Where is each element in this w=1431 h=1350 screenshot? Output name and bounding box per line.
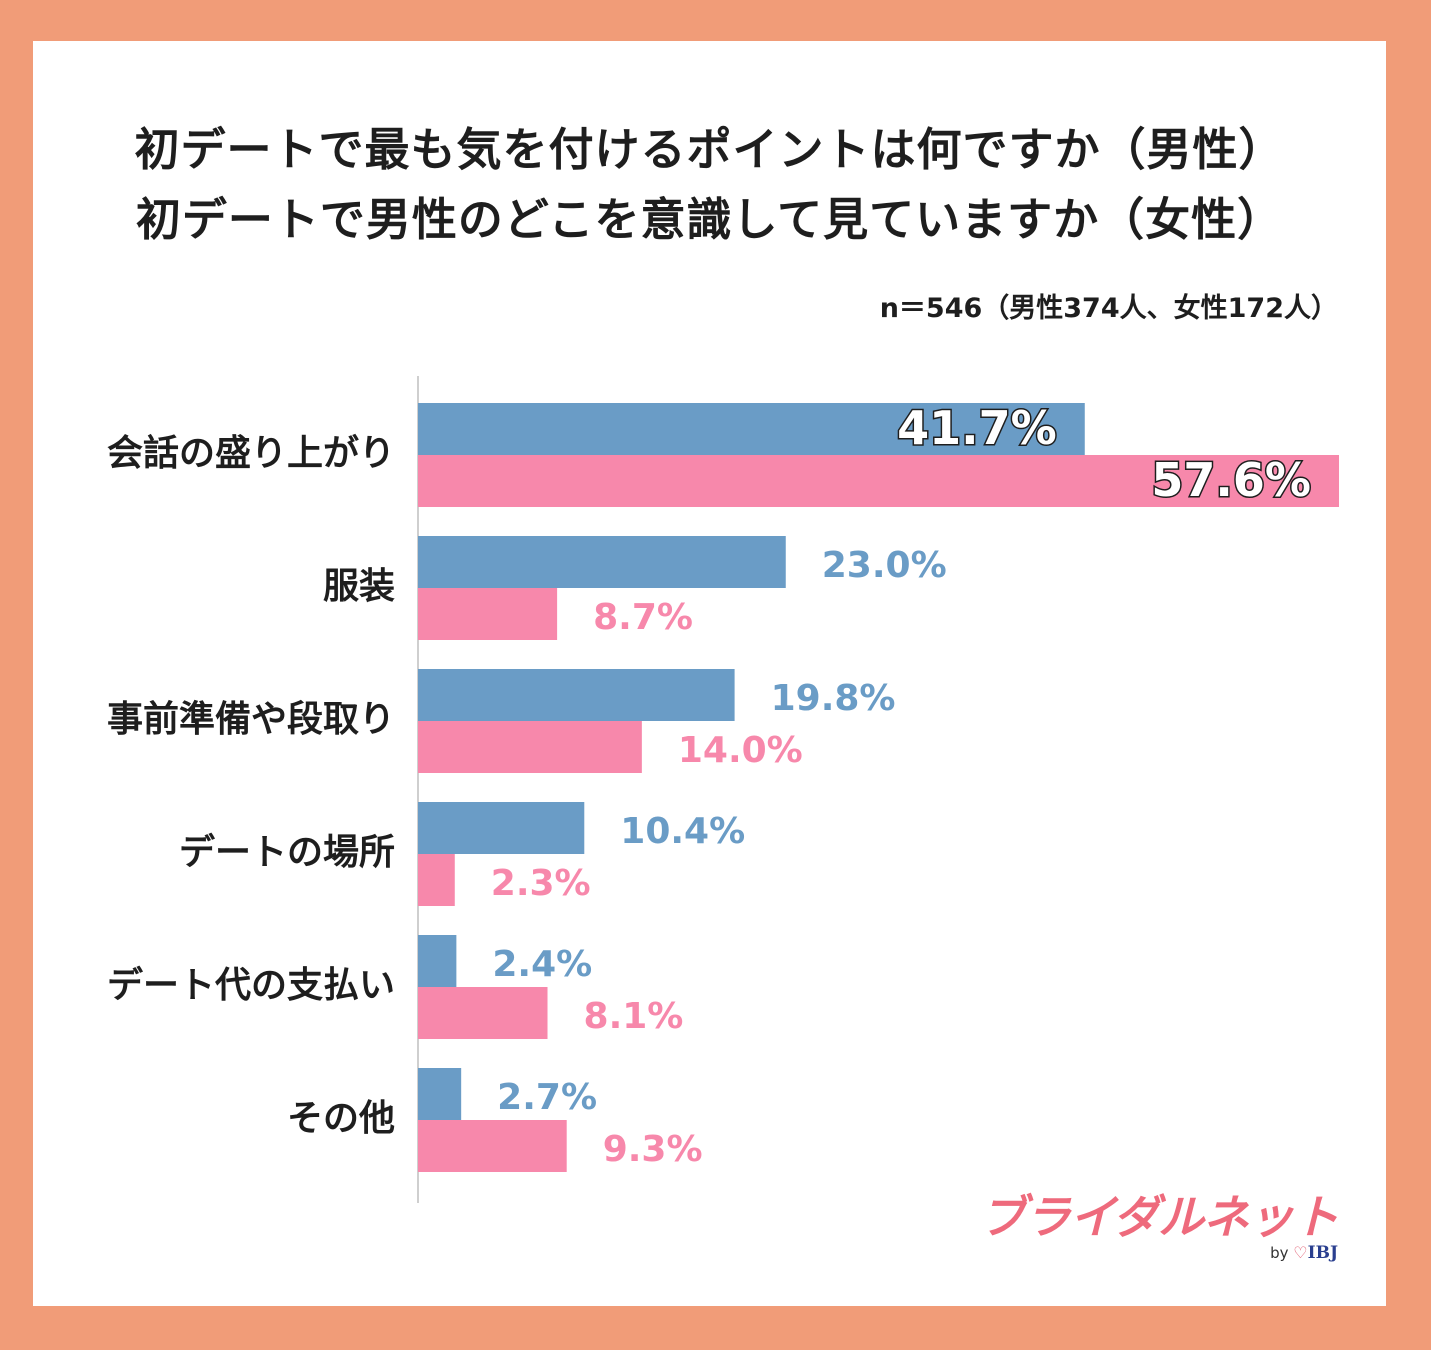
category-label: その他: [287, 1098, 395, 1139]
value-label-series-0: 19.8%: [771, 678, 896, 719]
value-label-series-1: 8.7%: [593, 597, 693, 638]
bar-series-0: [418, 669, 735, 721]
value-label-series-1: 9.3%: [603, 1129, 703, 1170]
value-label-series-0: 23.0%: [822, 545, 947, 586]
value-label-series-1: 8.1%: [584, 996, 684, 1037]
bar-series-1: [418, 588, 557, 640]
brand-by-text: by: [1270, 1244, 1288, 1262]
brand-company: IBJ: [1308, 1243, 1338, 1263]
category-label: 会話の盛り上がり: [107, 433, 395, 474]
bar-chart: 会話の盛り上がり 41.7% 57.6% 服装 23.0% 8.7% 事前準備や段取り 19.…: [33, 41, 1386, 1306]
category-label: 事前準備や段取り: [107, 699, 395, 740]
value-label-series-0: 2.4%: [492, 944, 592, 985]
category-label: デートの場所: [179, 831, 395, 873]
value-label-series-1: 57.6%: [1151, 453, 1311, 507]
value-label-series-0: 2.7%: [497, 1077, 597, 1118]
bar-series-0: [418, 935, 456, 987]
category-label: 服装: [323, 566, 395, 607]
value-label-series-0: 41.7%: [897, 401, 1057, 455]
bar-series-1: [418, 721, 642, 773]
value-label-series-1: 14.0%: [678, 730, 803, 771]
brand-logo: ブライダルネット by ♡IBJ: [980, 1181, 1338, 1263]
bar-series-0: [418, 802, 584, 854]
heart-icon: ♡: [1293, 1243, 1307, 1262]
chart-card: 初デートで最も気を付けるポイントは何ですか（男性） 初デートで男性のどこを意識し…: [33, 41, 1386, 1306]
bar-series-0: [418, 1068, 461, 1120]
value-label-series-0: 10.4%: [620, 811, 745, 852]
bar-series-0: [418, 536, 786, 588]
bar-series-1: [418, 1120, 567, 1172]
category-label: デート代の支払い: [107, 964, 395, 1006]
bar-series-1: [418, 854, 455, 906]
value-label-series-1: 2.3%: [491, 863, 591, 904]
bar-series-1: [418, 987, 548, 1039]
brand-logo-text: ブライダルネット: [980, 1181, 1338, 1247]
